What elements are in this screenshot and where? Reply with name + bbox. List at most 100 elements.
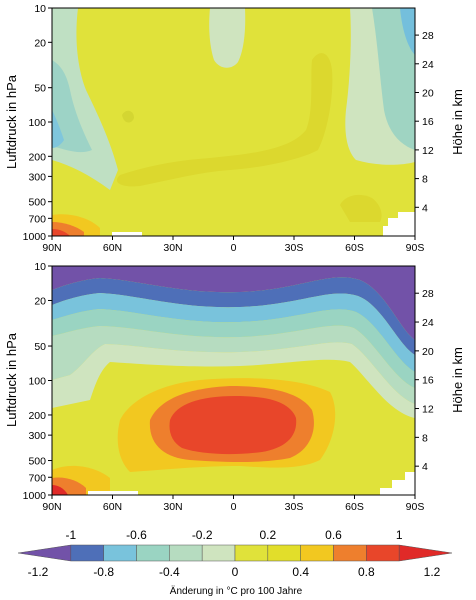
colorbar-cell [366,544,400,562]
colorbar-bottom-label: 0.4 [292,565,309,579]
bot-x-tick-label: 90N [42,501,61,513]
bottom-topography-mask-small [88,491,138,495]
top-y-tick-label-right: 16 [422,116,434,128]
top-y-tick-label-right: 24 [422,59,434,71]
colorbar-cell [169,544,203,562]
bot-y-tick-label-right: 12 [422,404,434,416]
colorbar-cell [17,544,72,562]
colorbar-bottom-labels: -1.2 -0.8 -0.4 0 0.4 0.8 1.2 [28,565,441,579]
colorbar-top-label: 0.6 [325,528,342,542]
bot-y-tick-label-right: 20 [422,346,434,358]
bottom-contour-field [52,266,415,495]
top-y-tick-label-left: 100 [28,117,46,129]
bottom-y-axis-label-right: Höhe in km [450,347,465,413]
bottom-panel: Luftdruck in hPa Höhe in km 90N 60N 30N 0 30… [4,261,465,513]
bottom-y-ticks-right: 28 24 20 16 12 8 4 [415,288,434,473]
colorbar-bottom-label: 0.8 [358,565,375,579]
colorbar-caption: Änderung in °C pro 100 Jahre [170,585,303,597]
colorbar-top-labels: -1 -0.6 -0.2 0.2 0.6 1 [65,528,402,542]
bot-y-tick-label-right: 28 [422,288,434,300]
bot-x-tick-label: 0 [231,501,237,513]
bot-y-tick-label-left: 20 [34,295,46,307]
bottom-band-cyan [52,293,415,372]
bottom-x-ticks: 90N 60N 30N 0 30S 60S 90S [42,495,424,513]
bottom-band-blue [52,277,415,355]
bot-y-tick-label-right: 16 [422,375,434,387]
top-region-30n-strat [209,8,246,68]
colorbar-top-label: -0.6 [126,528,147,542]
bottom-y-ticks-left: 10 20 50 100 200 300 500 700 1000 [23,261,52,502]
top-contour-field [52,8,415,236]
colorbar-top-label: -1 [65,528,76,542]
top-region-left-strat-inner [52,60,92,153]
bot-y-tick-label-right: 4 [422,461,428,473]
colorbar-bottom-label: -1.2 [28,565,49,579]
top-x-tick-label: 0 [231,242,237,254]
top-y-tick-label-right: 4 [422,202,428,214]
top-y-ticks-right: 28 24 20 16 12 8 4 [415,30,434,214]
top-y-tick-label-left: 50 [34,83,46,95]
top-region-right-teal [372,8,415,150]
colorbar: -1 -0.6 -0.2 0.2 0.6 1 -1.2 -0.8 -0.4 0 0.4 0.8 1.2… [17,528,453,597]
bot-y-tick-label-right: 8 [422,432,428,444]
top-x-tick-label: 90N [42,242,61,254]
top-region-right-blue [400,8,415,55]
bot-x-tick-label: 90S [406,501,425,513]
top-y-tick-label-right: 20 [422,87,434,99]
top-region-small-patch [122,110,134,123]
top-y-axis-label-right: Höhe in km [450,89,465,155]
colorbar-bottom-label: -0.8 [93,565,114,579]
top-x-tick-label: 60S [345,242,364,254]
bottom-band-mint [52,325,415,404]
bottom-band-teal [52,309,415,388]
colorbar-cell [136,544,170,562]
top-region-yellow-tongue [116,53,333,187]
colorbar-top-label: 1 [396,528,403,542]
colorbar-cell [398,544,453,562]
bottom-band-red [169,396,297,455]
top-y-ticks-left: 10 20 50 100 200 300 500 700 1000 [23,3,52,243]
colorbar-cell [300,544,334,562]
colorbar-bottom-label: 1.2 [424,565,441,579]
bot-y-tick-label-left: 300 [28,430,46,442]
bot-x-tick-label: 60N [103,501,122,513]
top-region-left-blue [52,110,64,148]
top-panel: Luftdruck in hPa Höhe in km 90N 60N 30N 0 30… [4,3,465,254]
colorbar-cell [70,544,104,562]
top-y-tick-label-left: 20 [34,37,46,49]
bot-y-tick-label-left: 200 [28,410,46,422]
bottom-band-pale [52,342,415,418]
top-x-tick-label: 30N [163,242,182,254]
bot-y-tick-label-left: 1000 [23,490,47,502]
top-y-tick-label-left: 200 [28,151,46,163]
bot-y-tick-label-left: 500 [28,456,46,468]
top-y-axis-label-left: Luftdruck in hPa [4,74,19,169]
top-region-lower-right [340,194,382,222]
bottom-band-purple [52,266,415,340]
top-y-tick-label-right: 8 [422,174,428,186]
colorbar-cell [234,544,269,562]
top-x-tick-label: 60N [103,242,122,254]
bottom-topography-mask [380,472,415,495]
top-x-ticks: 90N 60N 30N 0 30S 60S 90S [42,236,424,254]
colorbar-bottom-label: 0 [232,565,239,579]
top-y-tick-label-left: 700 [28,213,46,225]
top-topography-mask [383,212,415,236]
colorbar-cells [17,544,453,562]
bot-y-tick-label-left: 700 [28,472,46,484]
top-y-tick-label-left: 300 [28,171,46,183]
top-x-tick-label: 90S [406,242,425,254]
colorbar-cell [267,544,301,562]
bot-x-tick-label: 30S [285,501,304,513]
bottom-y-axis-label-left: Luftdruck in hPa [4,332,19,427]
top-y-tick-label-left: 10 [34,3,46,15]
top-region-surface-red [52,229,70,236]
bot-y-tick-label-left: 100 [28,376,46,388]
bot-y-tick-label-left: 50 [34,341,46,353]
top-y-tick-label-left: 1000 [23,231,47,243]
top-y-tick-label-left: 500 [28,197,46,209]
colorbar-cell [103,544,137,562]
colorbar-bottom-label: -0.4 [159,565,180,579]
colorbar-top-label: -0.2 [192,528,213,542]
